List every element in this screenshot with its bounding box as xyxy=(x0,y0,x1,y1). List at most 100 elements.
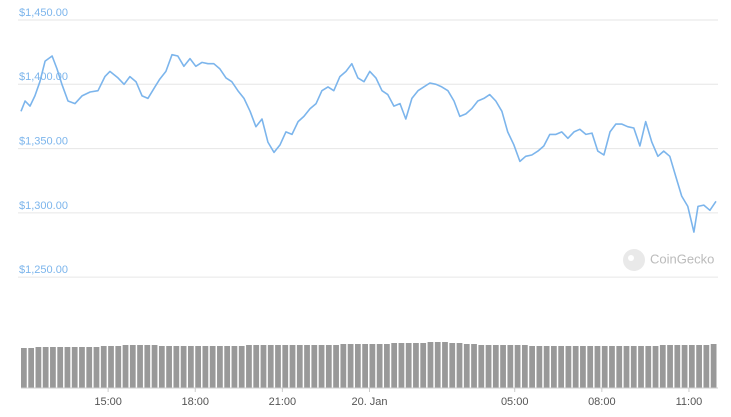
price-line xyxy=(20,53,717,233)
volume-bar xyxy=(129,345,136,388)
volume-bar xyxy=(587,346,594,388)
volume-bar xyxy=(79,347,85,388)
volume-bar xyxy=(231,346,238,388)
volume-bar xyxy=(21,348,27,388)
volume-bar xyxy=(195,346,202,388)
volume-bar xyxy=(354,344,361,388)
volume-bar xyxy=(630,346,637,388)
volume-bar xyxy=(667,345,673,388)
x-tick-label: 05:00 xyxy=(501,396,529,408)
volume-bar xyxy=(57,347,64,388)
plot: $1,250.00 $1,300.00 $1,350.00 $1,400.00 $1,4… xyxy=(18,7,718,408)
volume-bar xyxy=(260,345,267,388)
volume-bar xyxy=(340,344,347,388)
logo-eye xyxy=(628,255,634,261)
volume-bar xyxy=(492,345,499,388)
volume-bar xyxy=(224,346,231,388)
y-tick-label: $1,350.00 xyxy=(19,135,68,147)
volume-bar xyxy=(28,348,35,388)
volume-bar xyxy=(427,342,434,388)
volume-bar xyxy=(645,346,652,388)
y-tick-label: $1,250.00 xyxy=(19,264,68,276)
volume-bar xyxy=(158,346,165,388)
volume-bar xyxy=(413,343,419,388)
volume-bar xyxy=(173,346,180,388)
volume-bar xyxy=(42,347,49,388)
volume-bar xyxy=(137,345,143,388)
volume-bar xyxy=(594,346,601,388)
volume-bar xyxy=(601,346,608,388)
x-tick-label: 11:00 xyxy=(676,396,703,408)
volume-bar xyxy=(681,345,688,388)
volume-bar xyxy=(246,345,252,388)
volume-bar xyxy=(180,346,187,388)
volume-bar xyxy=(623,346,630,388)
volume-bar xyxy=(122,345,129,388)
volume-bar xyxy=(144,345,151,388)
volume-bar xyxy=(420,343,427,388)
volume-bar xyxy=(391,343,398,388)
volume-bar xyxy=(115,346,122,388)
volume-bar xyxy=(565,346,572,388)
volume-bar xyxy=(86,347,93,388)
volume-bar xyxy=(311,345,318,388)
volume-bar xyxy=(543,346,550,388)
volume-bar xyxy=(398,343,405,388)
x-tick-label: 20. Jan xyxy=(351,396,387,408)
volume-bar xyxy=(362,344,368,388)
volume-bar xyxy=(434,342,441,388)
volume-bar xyxy=(282,345,289,388)
volume-bar xyxy=(100,346,107,388)
x-tick-label: 08:00 xyxy=(588,396,616,408)
y-tick-label: $1,450.00 xyxy=(19,7,68,19)
volume-bar xyxy=(580,346,586,388)
volume-bar xyxy=(485,345,492,388)
volume-bar xyxy=(659,345,666,388)
volume-bar xyxy=(507,345,514,388)
volume-bar xyxy=(384,344,390,388)
volume-bar xyxy=(696,345,702,388)
volume-bar xyxy=(638,346,644,388)
volume-bar xyxy=(289,345,296,388)
volume-bar xyxy=(209,346,216,388)
volume-bar xyxy=(558,346,565,388)
volume-bar xyxy=(325,345,332,388)
volume-bar xyxy=(572,346,579,388)
volume-bar xyxy=(609,346,615,388)
y-tick-label: $1,400.00 xyxy=(19,71,68,83)
volume-bar xyxy=(296,345,303,388)
volume-bar xyxy=(50,347,56,388)
volume-bar xyxy=(64,347,71,388)
volume-bar xyxy=(449,343,456,388)
volume-bar xyxy=(536,346,543,388)
volume-bar xyxy=(238,346,245,388)
volume-bar xyxy=(652,346,659,388)
volume-bar xyxy=(35,347,42,388)
volume-bar xyxy=(253,345,260,388)
volume-bar xyxy=(521,345,528,388)
volume-bar xyxy=(442,342,448,388)
volume-bar xyxy=(688,345,695,388)
volume-bar xyxy=(710,344,717,388)
volume-bar xyxy=(304,345,310,388)
volume-bar xyxy=(202,346,209,388)
volume-bar xyxy=(369,344,376,388)
volume-bar xyxy=(703,345,710,388)
watermark-logo xyxy=(623,249,645,271)
volume-bar xyxy=(463,344,470,388)
volume-bar xyxy=(616,346,623,388)
volume-bar xyxy=(93,347,100,388)
volume-bar xyxy=(514,345,521,388)
volume-bar xyxy=(376,344,383,388)
volume-bar xyxy=(71,347,78,388)
volume-bar xyxy=(405,343,412,388)
volume-bar xyxy=(529,346,535,388)
volume-bar xyxy=(478,345,485,388)
volume-bar xyxy=(500,345,506,388)
volume-bar xyxy=(318,345,325,388)
volume-bar xyxy=(674,345,681,388)
volume-bar xyxy=(267,345,274,388)
volume-bar xyxy=(456,343,463,388)
